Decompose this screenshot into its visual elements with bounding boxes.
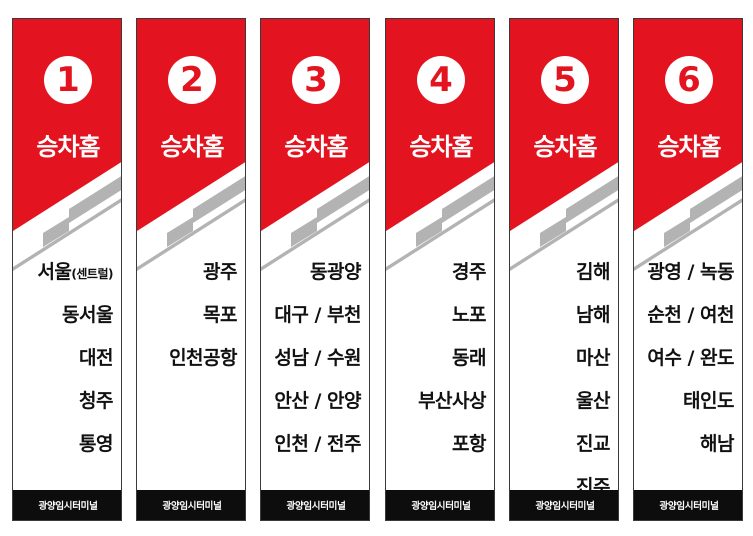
- destination-name: 노포: [452, 304, 486, 326]
- terminal-name-footer: 광양임시터미널: [510, 490, 618, 520]
- destination-item: 경주: [392, 251, 486, 294]
- destination-item: 울산: [516, 380, 610, 423]
- destination-name: 진교: [576, 433, 610, 455]
- terminal-name-footer: 광양임시터미널: [13, 490, 121, 520]
- destination-item: 김해: [516, 251, 610, 294]
- red-diagonal-band: [137, 19, 245, 271]
- platform-number-badge: 1: [44, 56, 92, 104]
- platform-title: 승차홈: [36, 133, 100, 161]
- destination-item: 여수 / 완도: [640, 337, 734, 380]
- destination-name: 해남: [700, 433, 734, 455]
- destination-item: 동서울: [19, 294, 113, 337]
- destination-item: 대전: [19, 337, 113, 380]
- platform-title: 승차홈: [657, 133, 721, 161]
- destination-item: 부산사상: [392, 380, 486, 423]
- platform-number-badge: 6: [665, 56, 713, 104]
- platform-title: 승차홈: [160, 133, 224, 161]
- platform-title: 승차홈: [533, 133, 597, 161]
- destination-name: 안산 / 안양: [274, 390, 361, 412]
- destination-name: 대구 / 부천: [274, 304, 361, 326]
- destination-name: 광주: [203, 261, 237, 283]
- destination-name: 목포: [203, 304, 237, 326]
- destination-item: 광영 / 녹동: [640, 251, 734, 294]
- destination-item: 인천공항: [143, 337, 237, 380]
- terminal-name-footer: 광양임시터미널: [634, 490, 742, 520]
- destination-name: 태인도: [683, 390, 734, 412]
- destination-item: 성남 / 수원: [267, 337, 361, 380]
- destination-name: 포항: [452, 433, 486, 455]
- destination-name: 동래: [452, 347, 486, 369]
- destination-item: 포항: [392, 423, 486, 466]
- destination-name: 통영: [79, 433, 113, 455]
- destination-list: 김해 남해 마산 울산 진교 진주: [516, 251, 610, 509]
- destination-name: 부산사상: [418, 390, 486, 412]
- terminal-name-footer: 광양임시터미널: [386, 490, 494, 520]
- destination-item: 목포: [143, 294, 237, 337]
- red-diagonal-band: [634, 19, 742, 271]
- platform-sign-5: 5 승차홈 김해 남해 마산 울산 진교 진주 광양임시터미널: [509, 18, 619, 521]
- destination-item: 순천 / 여천: [640, 294, 734, 337]
- destination-item: 노포: [392, 294, 486, 337]
- platform-number-badge: 5: [541, 56, 589, 104]
- destination-name: 김해: [576, 261, 610, 283]
- platform-title: 승차홈: [409, 133, 473, 161]
- destination-item: 청주: [19, 380, 113, 423]
- destination-name: 광영 / 녹동: [647, 261, 734, 283]
- destination-item: 통영: [19, 423, 113, 466]
- platform-title: 승차홈: [284, 133, 348, 161]
- platform-number-badge: 4: [417, 56, 465, 104]
- destination-name: 경주: [452, 261, 486, 283]
- platform-number-badge: 3: [292, 56, 340, 104]
- destination-item: 남해: [516, 294, 610, 337]
- destination-item: 동광양: [267, 251, 361, 294]
- destination-name: 인천공항: [169, 347, 237, 369]
- destination-name: 동서울: [62, 304, 113, 326]
- red-diagonal-band: [386, 19, 494, 271]
- terminal-name-footer: 광양임시터미널: [261, 490, 369, 520]
- destination-item: 광주: [143, 251, 237, 294]
- destination-item: 해남: [640, 423, 734, 466]
- destination-item: 서울(센트럴): [19, 251, 113, 294]
- destination-name: 청주: [79, 390, 113, 412]
- destination-item: 진교: [516, 423, 610, 466]
- red-diagonal-band: [13, 19, 121, 271]
- red-diagonal-band: [261, 19, 369, 271]
- destination-name: 대전: [79, 347, 113, 369]
- destination-name: 서울: [37, 261, 72, 283]
- destination-name: 마산: [576, 347, 610, 369]
- destination-name: 동광양: [310, 261, 361, 283]
- terminal-name-footer: 광양임시터미널: [137, 490, 245, 520]
- destination-item: 마산: [516, 337, 610, 380]
- destination-name: 인천 / 전주: [274, 433, 361, 455]
- destination-subname: (센트럴): [71, 267, 113, 281]
- platform-number-badge: 2: [168, 56, 216, 104]
- destination-item: 대구 / 부천: [267, 294, 361, 337]
- destination-item: 동래: [392, 337, 486, 380]
- destination-name: 여수 / 완도: [647, 347, 734, 369]
- destination-name: 울산: [576, 390, 610, 412]
- destination-name: 성남 / 수원: [274, 347, 361, 369]
- destination-item: 인천 / 전주: [267, 423, 361, 466]
- red-diagonal-band: [510, 19, 618, 271]
- destination-name: 순천 / 여천: [647, 304, 734, 326]
- destination-name: 남해: [576, 304, 610, 326]
- destination-item: 태인도: [640, 380, 734, 423]
- destination-item: 안산 / 안양: [267, 380, 361, 423]
